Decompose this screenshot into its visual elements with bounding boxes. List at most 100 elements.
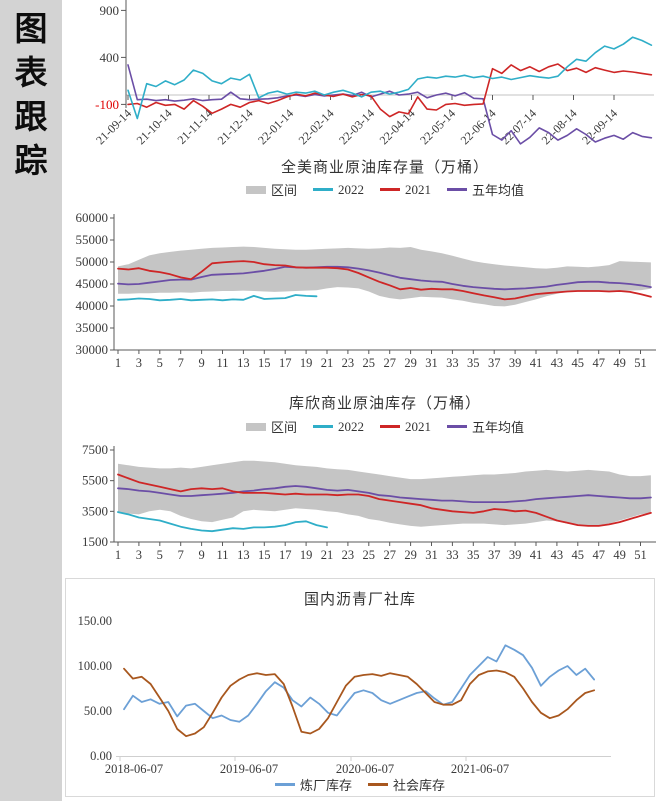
legend-item-social-inventory: 社会库存 (368, 775, 445, 794)
svg-text:13: 13 (237, 356, 250, 370)
svg-text:33: 33 (446, 548, 459, 562)
svg-text:51: 51 (634, 548, 647, 562)
svg-text:5500: 5500 (82, 473, 108, 488)
svg-text:22-01-14: 22-01-14 (255, 106, 296, 147)
svg-text:-100: -100 (95, 97, 119, 112)
svg-text:35: 35 (467, 548, 480, 562)
svg-text:27: 27 (383, 356, 396, 370)
svg-text:55000: 55000 (76, 232, 109, 247)
sidebar-title-char-2: 表 (14, 56, 48, 92)
svg-text:49: 49 (613, 356, 626, 370)
svg-text:1: 1 (115, 356, 121, 370)
svg-text:22-02-14: 22-02-14 (296, 106, 337, 147)
svg-text:11: 11 (216, 548, 228, 562)
series-5yr-avg-swatch (447, 425, 467, 428)
svg-text:41: 41 (530, 548, 543, 562)
svg-text:49: 49 (613, 548, 626, 562)
legend-item-refinery-inventory: 炼厂库存 (274, 775, 352, 794)
svg-text:15: 15 (258, 356, 271, 370)
range-band-swatch (245, 422, 266, 431)
svg-text:29: 29 (404, 356, 417, 370)
svg-text:43: 43 (551, 356, 564, 370)
series-2021-swatch (380, 425, 400, 428)
series-2021-swatch (380, 188, 400, 191)
svg-text:60000: 60000 (76, 210, 109, 225)
legend-label-refinery-inventory: 炼厂库存 (299, 778, 352, 793)
svg-text:30000: 30000 (76, 342, 109, 357)
svg-text:41: 41 (530, 356, 543, 370)
svg-text:1: 1 (115, 548, 121, 562)
asphalt-inventory-panel: 国内沥青厂社库 150.00 100.00 50.00 0.00 2018-06-07 2… (65, 578, 655, 797)
svg-text:47: 47 (592, 548, 605, 562)
svg-text:13: 13 (237, 548, 250, 562)
cushing-inventory-legend: 区间 2022 2021 五年均值 (115, 417, 655, 436)
svg-text:19: 19 (300, 356, 313, 370)
legend-item-5yr-avg: 五年均值 (447, 417, 524, 436)
svg-text:2019-06-07: 2019-06-07 (220, 762, 278, 776)
us-crude-inventory-title: 全美商业原油库存量（万桶） (280, 160, 489, 176)
svg-text:11: 11 (216, 356, 228, 370)
svg-text:21-11-14: 21-11-14 (174, 106, 215, 147)
svg-text:23: 23 (342, 356, 355, 370)
legend-label-5yr-avg: 五年均值 (472, 183, 525, 198)
svg-text:2018-06-07: 2018-06-07 (105, 762, 163, 776)
svg-text:5: 5 (157, 548, 163, 562)
svg-text:45: 45 (572, 548, 585, 562)
series-5yr-avg-swatch (447, 188, 467, 191)
svg-text:45: 45 (572, 356, 585, 370)
refinery-inventory-swatch (274, 783, 295, 786)
svg-text:7500: 7500 (82, 442, 108, 457)
legend-label-social-inventory: 社会库存 (393, 778, 446, 793)
svg-text:22-08-14: 22-08-14 (539, 106, 580, 147)
legend-label-2021: 2021 (405, 418, 431, 434)
svg-text:21: 21 (321, 548, 334, 562)
legend-label-2022: 2022 (338, 418, 364, 434)
svg-text:37: 37 (488, 356, 501, 370)
svg-text:21-12-14: 21-12-14 (215, 106, 256, 147)
svg-text:9: 9 (198, 548, 204, 562)
svg-text:39: 39 (509, 356, 521, 370)
asphalt-inventory-legend: 炼厂库存 社会库存 (66, 775, 654, 794)
svg-text:25: 25 (363, 548, 376, 562)
svg-text:27: 27 (383, 548, 396, 562)
svg-text:9: 9 (198, 356, 204, 370)
svg-text:2021-06-07: 2021-06-07 (451, 762, 509, 776)
legend-label-2022: 2022 (338, 181, 364, 197)
us-crude-inventory-legend: 区间 2022 2021 五年均值 (115, 180, 655, 199)
cushing-inventory-title: 库欣商业原油库存（万桶） (288, 396, 481, 412)
svg-text:35: 35 (467, 356, 480, 370)
svg-text:37: 37 (488, 548, 501, 562)
legend-label-range: 区间 (270, 420, 297, 435)
svg-text:1500: 1500 (82, 534, 108, 549)
svg-text:25: 25 (363, 356, 376, 370)
svg-text:100.00: 100.00 (78, 659, 112, 673)
svg-text:17: 17 (279, 548, 292, 562)
svg-text:47: 47 (592, 356, 605, 370)
svg-text:33: 33 (446, 356, 459, 370)
svg-text:22-03-14: 22-03-14 (336, 106, 377, 147)
series-2022-swatch (313, 188, 333, 191)
svg-text:35000: 35000 (76, 320, 109, 335)
svg-text:39: 39 (509, 548, 521, 562)
legend-item-2022: 2022 (313, 182, 364, 198)
svg-text:7: 7 (178, 356, 184, 370)
svg-text:50.00: 50.00 (84, 704, 112, 718)
svg-text:3: 3 (136, 548, 142, 562)
sidebar-title-char-3: 跟 (14, 100, 48, 136)
sidebar-title-char-1: 图 (14, 12, 48, 48)
svg-text:5: 5 (157, 356, 163, 370)
svg-text:50000: 50000 (76, 254, 109, 269)
svg-text:22-05-14: 22-05-14 (417, 106, 458, 147)
svg-text:29: 29 (404, 548, 417, 562)
svg-text:45000: 45000 (76, 276, 109, 291)
svg-text:43: 43 (551, 548, 564, 562)
series-2022-swatch (313, 425, 333, 428)
svg-text:19: 19 (300, 548, 313, 562)
legend-label-5yr-avg: 五年均值 (472, 420, 525, 435)
svg-text:31: 31 (425, 356, 438, 370)
legend-item-2021: 2021 (380, 419, 431, 435)
